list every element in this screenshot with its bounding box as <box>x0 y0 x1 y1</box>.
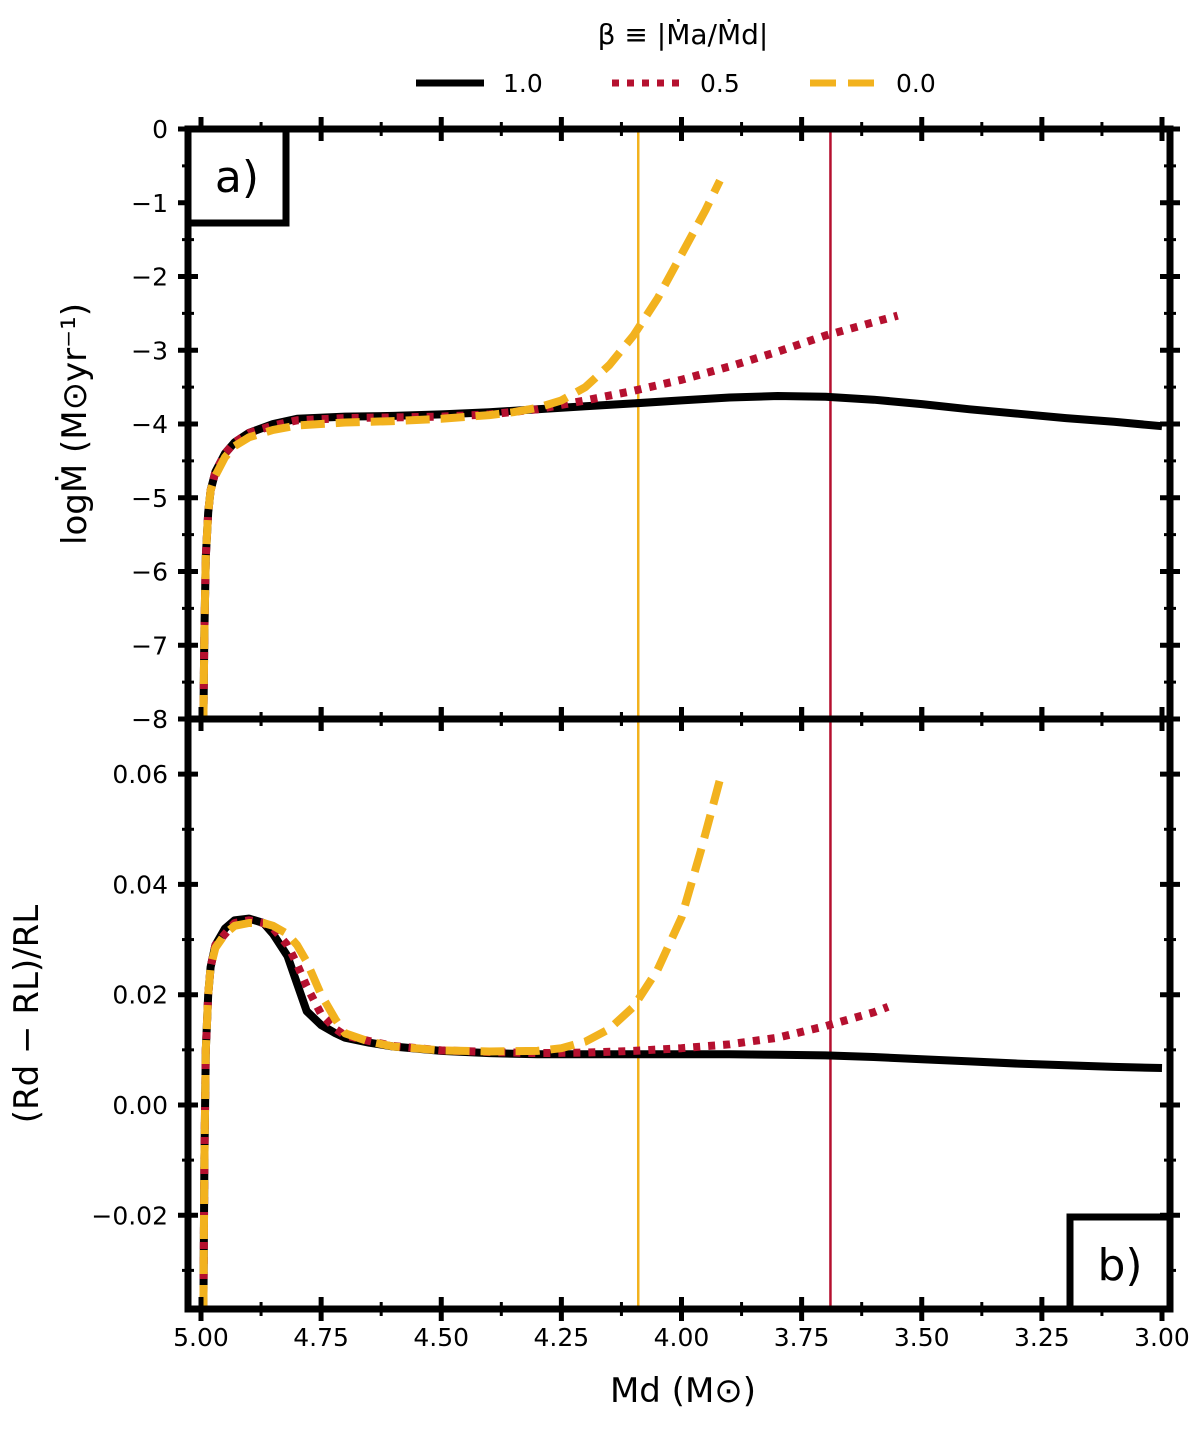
legend-title: β ≡ |Ṁa/Ṁd| <box>598 18 769 51</box>
panel-b-ytick-label: −0.02 <box>91 1201 168 1230</box>
panel-a-ytick-label: −5 <box>131 484 168 513</box>
panel-b-series-1.0 <box>199 914 1163 1309</box>
panel-a-plot-area <box>199 129 1163 719</box>
panel-a-series-0.0 <box>199 178 724 719</box>
panel-b-series-0.0 <box>199 778 724 1309</box>
x-tick-label: 5.00 <box>173 1323 229 1352</box>
x-tick-label: 3.00 <box>1134 1323 1190 1352</box>
panel-a-frame <box>184 125 1174 723</box>
panel-b-plot-area <box>199 719 1163 1309</box>
panel-a-series-0.5 <box>199 311 899 719</box>
panel-a-series <box>199 129 1163 719</box>
panel-a-label: a) <box>215 152 259 203</box>
x-axis-title: Md (M⊙) <box>610 1371 756 1411</box>
panel-b-label-box <box>1066 1213 1174 1313</box>
panel-a-label-box <box>184 125 290 227</box>
panel-a-ytick-label: −1 <box>131 189 168 218</box>
x-tick-label: 4.25 <box>534 1323 590 1352</box>
panel-a-ytick-label: −7 <box>131 631 168 660</box>
panel-a-ylabel: logṀ (M⊙yr⁻¹) <box>55 303 95 545</box>
panel-b-ytick-label: 0.00 <box>112 1091 168 1120</box>
panel-b-ytick-label: 0.02 <box>112 981 168 1010</box>
panel-a: 0 −1 −2 −3 −4 −5 −6 −7 −8 a) logṀ (M⊙yr⁻¹) <box>55 115 1180 734</box>
panel-b-ytick-label: 0.04 <box>112 870 168 899</box>
panel-a-ytick-label: −3 <box>131 336 168 365</box>
panel-a-ytick-label: −4 <box>131 410 168 439</box>
x-tick-label: 4.00 <box>654 1323 710 1352</box>
x-tick-label: 4.75 <box>293 1323 349 1352</box>
panel-b: 0.06 0.04 0.02 0.00 −0.02 b) (Rd − RL)/RL <box>7 707 1180 1321</box>
legend-label-1.0: 1.0 <box>503 69 543 98</box>
panel-b-ytick-label: 0.06 <box>112 760 168 789</box>
panel-a-ytick-label: −8 <box>131 705 168 734</box>
panel-b-series-0.5 <box>199 916 890 1309</box>
panel-a-ticks: 0 −1 −2 −3 −4 −5 −6 −7 −8 <box>131 115 1180 734</box>
panel-a-ytick-label: −6 <box>131 558 168 587</box>
x-tick-label: 3.25 <box>1014 1323 1070 1352</box>
legend-label-0.0: 0.0 <box>896 69 936 98</box>
x-tick-label: 3.75 <box>774 1323 830 1352</box>
panel-b-ticks: 0.06 0.04 0.02 0.00 −0.02 <box>91 707 1180 1321</box>
legend-label-0.5: 0.5 <box>700 69 740 98</box>
x-tick-labels: 5.00 4.75 4.50 4.25 4.00 3.75 3.50 3.25 3.00 <box>173 1323 1190 1352</box>
panel-b-ylabel: (Rd − RL)/RL <box>7 905 47 1123</box>
panel-b-series <box>199 719 1163 1309</box>
panel-a-ytick-label: −2 <box>131 263 168 292</box>
x-tick-label: 3.50 <box>894 1323 950 1352</box>
panel-a-ytick-label: 0 <box>152 115 168 144</box>
panel-a-series-1.0 <box>199 392 1163 719</box>
panel-b-label: b) <box>1097 1240 1142 1291</box>
legend: β ≡ |Ṁa/Ṁd| 1.0 0.5 0.0 <box>416 18 936 98</box>
x-tick-label: 4.50 <box>413 1323 469 1352</box>
